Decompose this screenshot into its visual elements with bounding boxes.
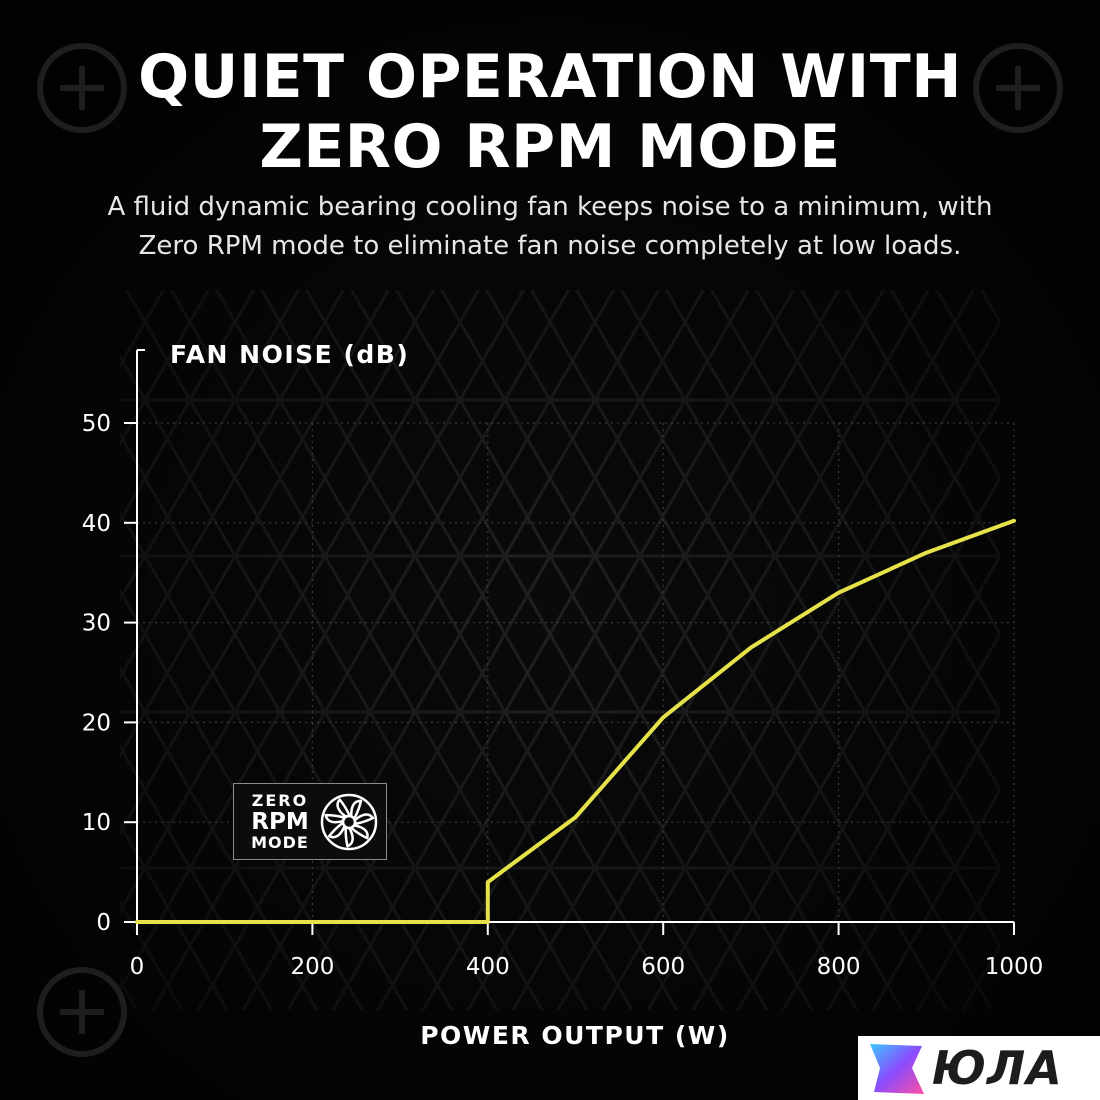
badge-line3: MODE (251, 833, 309, 852)
subtitle-line2: Zero RPM mode to eliminate fan noise com… (138, 231, 962, 261)
x-tick-label: 800 (817, 954, 861, 980)
yula-logo-text: ЮЛА (932, 1041, 1063, 1095)
y-tick-label: 50 (82, 411, 111, 437)
y-axis-label: FAN NOISE (dB) (170, 340, 409, 369)
badge-line1: ZERO (251, 791, 309, 810)
x-tick-label: 400 (466, 954, 510, 980)
y-tick-label: 10 (82, 810, 111, 836)
yula-watermark: ЮЛА (858, 1036, 1100, 1100)
y-tick-label: 30 (82, 611, 111, 637)
fan-icon (320, 793, 378, 851)
zero-rpm-mode-badge: ZERO RPM MODE (233, 783, 387, 860)
x-axis-label: POWER OUTPUT (W) (420, 1021, 730, 1050)
x-tick-label: 200 (290, 954, 334, 980)
x-tick-label: 0 (130, 954, 145, 980)
y-tick-label: 20 (82, 710, 111, 736)
subtitle-line1: A fluid dynamic bearing cooling fan keep… (107, 192, 993, 222)
x-tick-label: 600 (641, 954, 685, 980)
page-title-line2: ZERO RPM MODE (259, 112, 841, 182)
x-tick-label: 1000 (985, 954, 1044, 980)
y-tick-label: 40 (82, 511, 111, 537)
page-title-line1: QUIET OPERATION WITH (138, 42, 962, 112)
screw-icon (37, 43, 1063, 1057)
badge-line2: RPM (251, 809, 309, 835)
fan-noise-series-line (135, 518, 1016, 924)
yula-star-logo-icon (870, 1044, 924, 1094)
y-tick-label: 0 (96, 910, 111, 936)
